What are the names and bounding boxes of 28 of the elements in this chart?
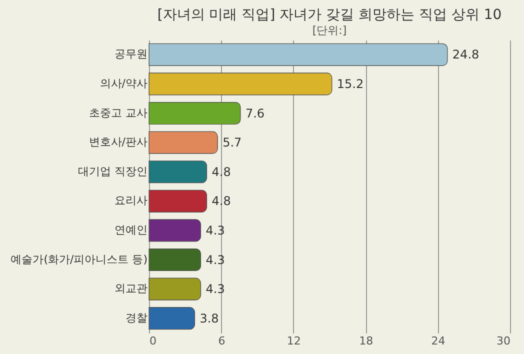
y-tick-label: 요리사 — [114, 194, 148, 208]
data-label: 7.6 — [245, 106, 265, 120]
x-tick-label: 0 — [150, 334, 156, 348]
data-label: 4.3 — [206, 282, 225, 296]
data-label: 4.8 — [212, 164, 231, 179]
data-label: 4.8 — [212, 194, 231, 208]
y-tick-label: 의사/약사 — [100, 76, 148, 90]
y-tick-label: 경찰 — [126, 311, 148, 324]
data-label: 4.3 — [206, 252, 225, 267]
x-tick-label: 30 — [496, 334, 510, 348]
data-label: 5.7 — [222, 136, 242, 150]
x-tick-label: 12 — [286, 334, 301, 348]
y-tick-label: 변호사/판사 — [88, 136, 148, 149]
y-tick-label: 연예인 — [114, 223, 148, 236]
y-tick-label: 외교관 — [114, 282, 148, 296]
x-tick-label: 6 — [218, 334, 226, 348]
chart-title: [자녀의 미래 직업] 자녀가 갖길 희망하는 직업 상위 10 — [157, 7, 502, 23]
x-tick-label: 24 — [431, 334, 446, 348]
x-tick-label: 18 — [359, 334, 374, 348]
data-label: 4.3 — [206, 223, 225, 238]
y-tick-label: 예술가(화가/피아니스트 등) — [10, 252, 148, 266]
y-tick-label: 대기업 직장인 — [78, 164, 148, 178]
data-label: 15.2 — [336, 76, 364, 91]
y-tick-label: 초중고 교사 — [89, 106, 148, 120]
y-tick-label: 공무원 — [114, 48, 148, 61]
chart-subtitle: [단위:] — [312, 24, 347, 37]
data-label: 3.8 — [200, 311, 219, 326]
data-label: 24.8 — [452, 48, 480, 62]
